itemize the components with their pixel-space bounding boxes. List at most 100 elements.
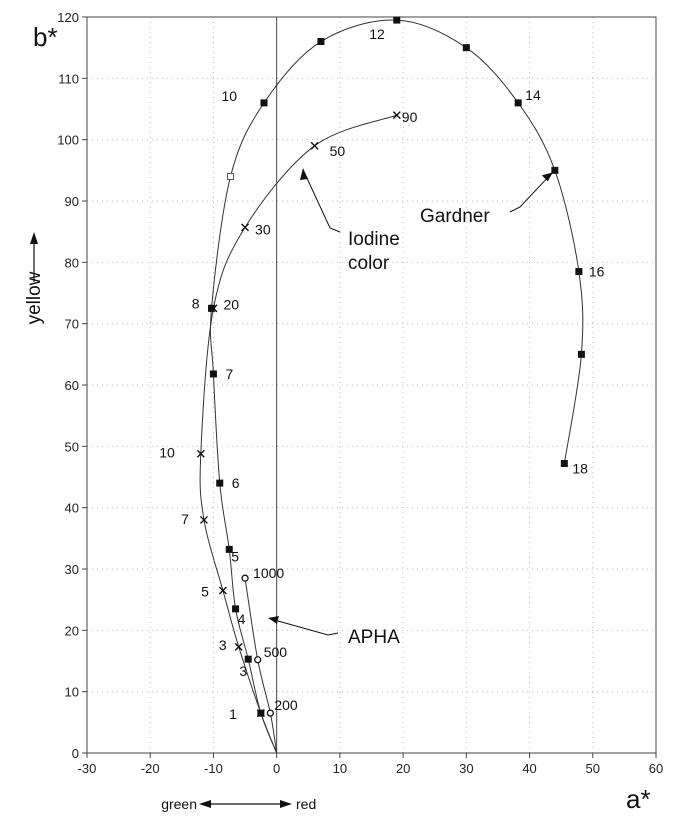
gardner-point	[317, 38, 325, 46]
markers	[196, 16, 585, 718]
x-tick-label: 30	[459, 761, 473, 776]
up-arrow-head	[30, 232, 38, 244]
iodine-point-label: 5	[201, 583, 209, 599]
iodine-point-label: 20	[223, 296, 239, 312]
y-tick-label: 40	[65, 501, 79, 516]
gardner-point	[577, 350, 585, 358]
apha-point-label: 1000	[253, 565, 284, 581]
iodine-point-label: 7	[181, 511, 189, 527]
y-tick-label: 100	[57, 133, 79, 148]
y-direction-label: yellow	[24, 271, 45, 324]
gardner-annotation: Gardner	[420, 206, 490, 227]
gardner-point	[462, 44, 470, 52]
iodine-point-label: 3	[219, 637, 227, 653]
x-tick-label: 20	[396, 761, 410, 776]
iodine-annotation-line2: color	[348, 253, 390, 274]
right-arrow-head	[280, 800, 292, 808]
gardner-point	[244, 655, 252, 663]
x-tick-label: -10	[204, 761, 223, 776]
gardner-point-label: 7	[225, 366, 233, 382]
gardner-point-label: 10	[221, 88, 237, 104]
gardner-point	[514, 99, 522, 107]
iodine-point	[218, 586, 227, 595]
iodine-point	[241, 223, 250, 232]
x-tick-label: 40	[522, 761, 536, 776]
left-arrow-head	[199, 800, 211, 808]
y-tick-label: 0	[72, 746, 79, 761]
gardner-point-label: 3	[239, 663, 247, 679]
apha-curve	[244, 578, 278, 754]
apha-arrow-head	[268, 616, 279, 624]
y-tick-label: 50	[65, 439, 79, 454]
iodine-point	[209, 304, 218, 313]
gardner-point-label: 12	[369, 26, 385, 42]
y-tick-label: 30	[65, 562, 79, 577]
y-tick-label: 90	[65, 194, 79, 209]
iodine-point	[392, 111, 401, 120]
red-label: red	[296, 796, 316, 812]
gardner-point	[225, 545, 233, 553]
iodine-point	[199, 515, 208, 524]
iodine-curve	[199, 114, 397, 754]
gardner-point	[575, 268, 583, 276]
y-tick-label: 70	[65, 317, 79, 332]
x-tick-label: 10	[333, 761, 347, 776]
gardner-point-hollow	[227, 172, 235, 180]
green-label: green	[161, 796, 197, 812]
apha-point-label: 500	[264, 644, 288, 660]
iodine-annotation-line1: Iodine	[348, 229, 400, 250]
x-axis-title: a*	[626, 784, 651, 814]
y-axis-title: b*	[33, 22, 58, 52]
iodine-point-label: 50	[330, 143, 346, 159]
iodine-point	[196, 449, 205, 458]
iodine-leader	[305, 175, 341, 233]
gardner-point	[260, 99, 268, 107]
axes: -30 -20 -10 0 10 20 30 40 50 60 0 10 20 30 40 50 60 70 80 9…	[24, 10, 663, 814]
x-tick-label: 50	[586, 761, 600, 776]
gardner-point-label: 8	[192, 295, 200, 311]
iodine-arrow-head	[300, 168, 308, 180]
gardner-point-label: 6	[232, 475, 240, 491]
gardner-point	[209, 370, 217, 378]
y-tick-label: 120	[57, 10, 79, 25]
apha-annotation: APHA	[348, 627, 400, 648]
gardner-arrow-head	[541, 172, 553, 182]
gardner-point-label: 5	[231, 548, 239, 564]
y-tick-label: 60	[65, 378, 79, 393]
gardner-point	[232, 605, 240, 613]
iodine-point	[234, 642, 243, 651]
iodine-point-label: 30	[255, 221, 271, 237]
gardner-point	[393, 16, 401, 24]
y-tick-label: 80	[65, 255, 79, 270]
gardner-point	[551, 166, 559, 174]
y-tick-label: 110	[58, 71, 79, 86]
apha-point-label: 200	[274, 697, 298, 713]
x-tick-label: 60	[649, 761, 663, 776]
annotations: Gardner Iodine color APHA	[268, 168, 553, 648]
apha-leader	[277, 620, 339, 636]
y-tick-label: 10	[65, 685, 79, 700]
iodine-point-label: 90	[402, 109, 418, 125]
iodine-point	[310, 141, 319, 150]
gardner-point-label: 1	[229, 706, 237, 722]
x-tick-label: 0	[273, 761, 280, 776]
gardner-point	[216, 479, 224, 487]
x-tick-label: -20	[141, 761, 160, 776]
gardner-curve	[209, 19, 584, 754]
apha-point	[241, 574, 249, 582]
gardner-point-label: 4	[238, 611, 246, 627]
iodine-point	[256, 709, 265, 718]
gardner-point-label: 18	[572, 461, 588, 477]
y-tick-label: 20	[65, 623, 79, 638]
apha-point	[254, 656, 262, 664]
gardner-leader	[509, 175, 550, 213]
iodine-point-label: 10	[159, 445, 175, 461]
gardner-point	[560, 460, 568, 468]
apha-point	[266, 709, 274, 717]
gardner-point-label: 14	[525, 87, 541, 103]
gardner-point	[208, 304, 216, 312]
x-tick-label: -30	[78, 761, 97, 776]
gardner-point-label: 16	[589, 264, 605, 280]
